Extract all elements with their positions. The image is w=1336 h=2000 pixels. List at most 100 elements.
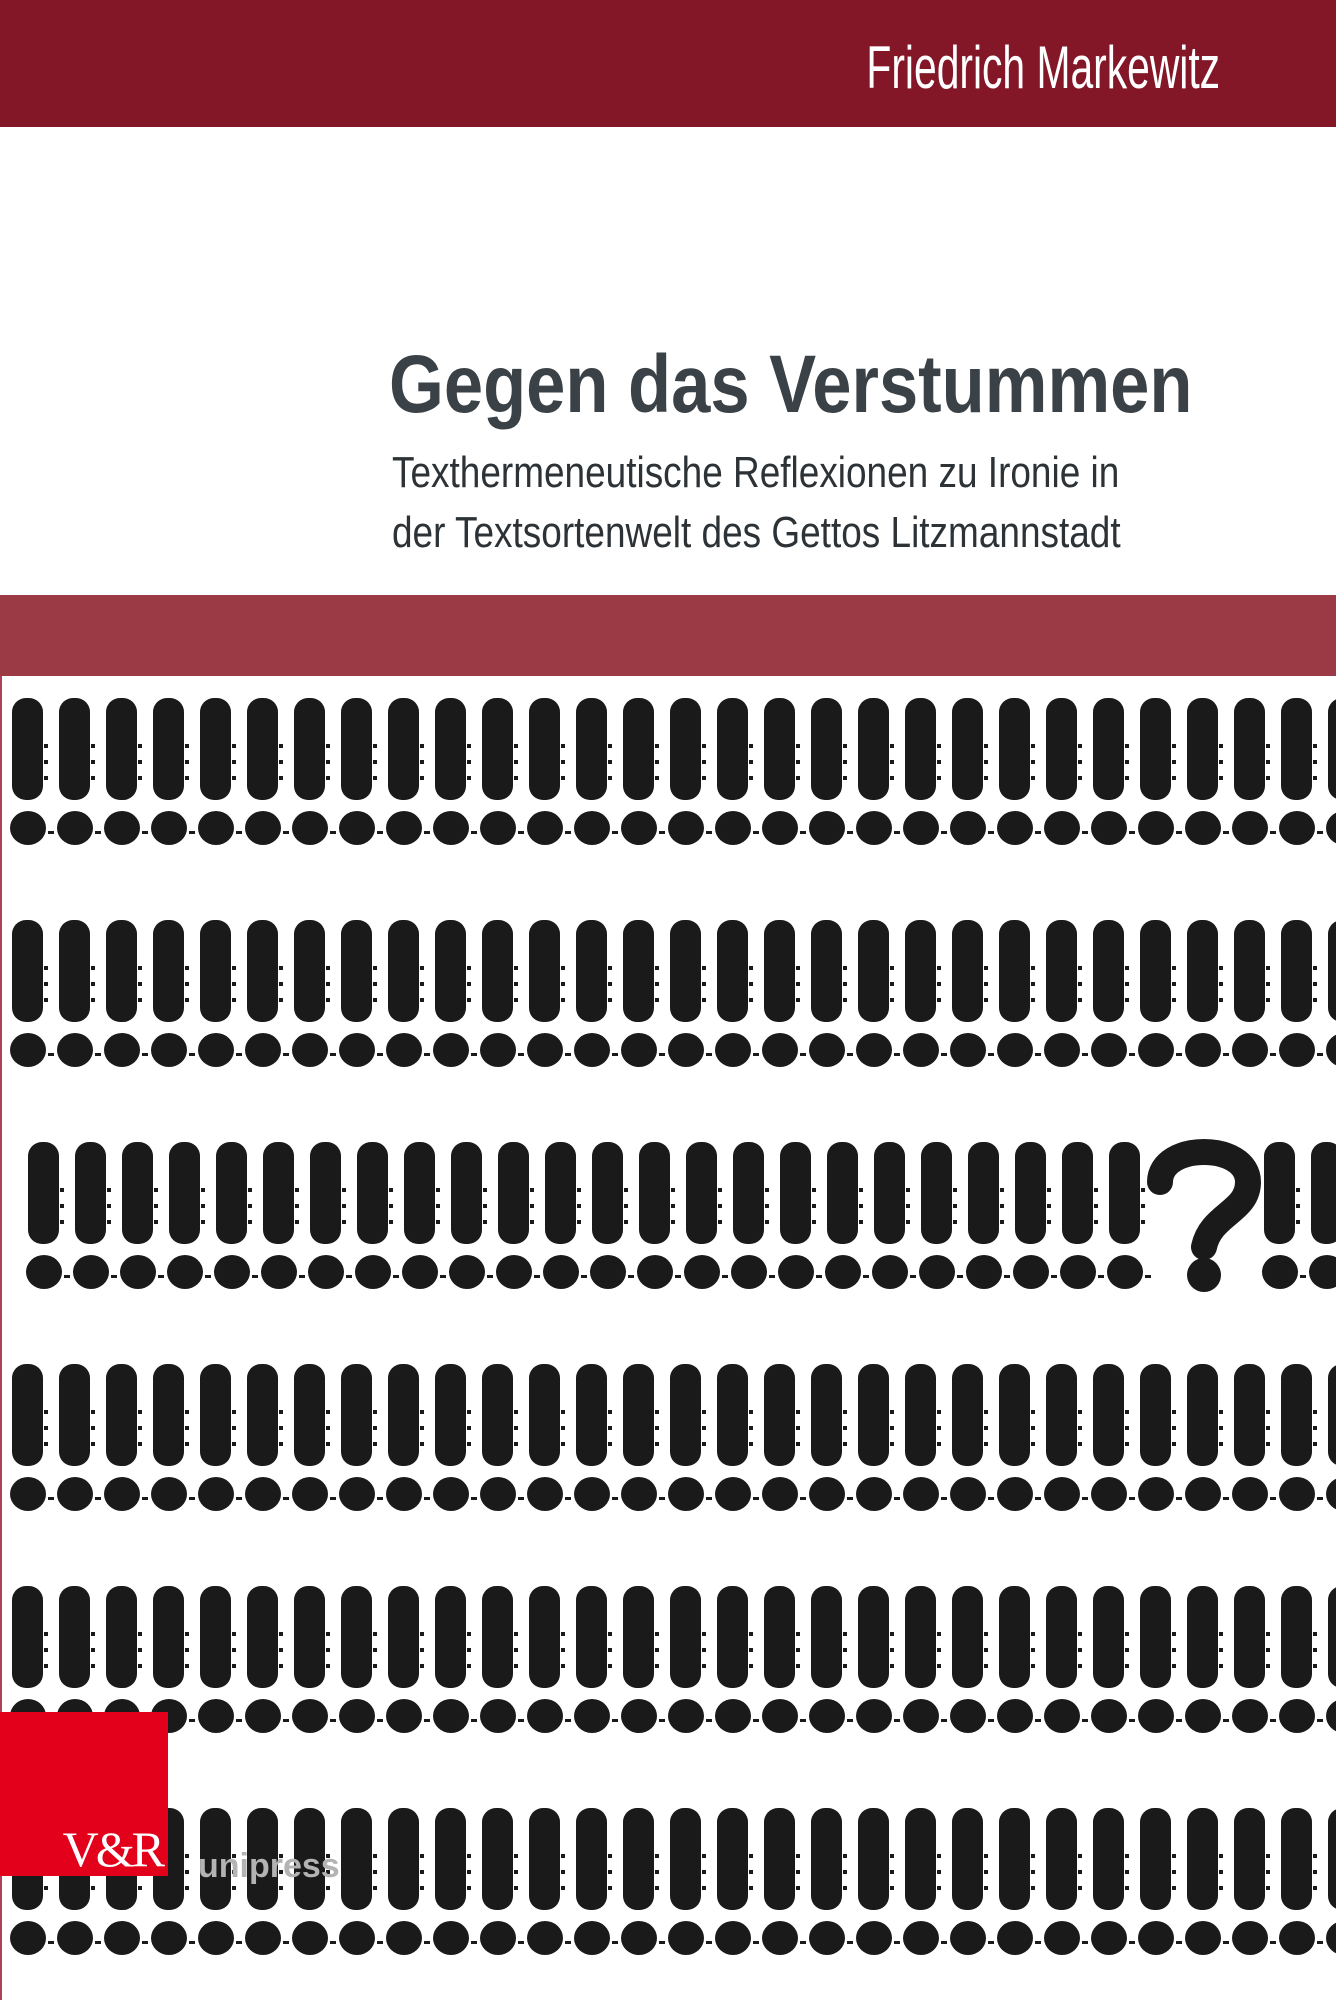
exclamation-mark xyxy=(339,698,383,845)
exclamation-mark xyxy=(1185,920,1229,1067)
exclamation-mark xyxy=(339,920,383,1067)
exclamation-mark xyxy=(1091,1364,1135,1511)
exclamation-mark xyxy=(1044,698,1088,845)
exclamation-mark xyxy=(966,1142,1010,1289)
exclamation-mark xyxy=(1138,1586,1182,1733)
exclamation-mark xyxy=(1138,920,1182,1067)
exclamation-mark xyxy=(57,698,101,845)
exclamation-mark xyxy=(1279,920,1323,1067)
exclamation-mark xyxy=(997,920,1041,1067)
exclamation-mark xyxy=(355,1142,399,1289)
exclamation-mark xyxy=(339,1586,383,1733)
exclamation-mark xyxy=(151,920,195,1067)
exclamation-mark xyxy=(292,920,336,1067)
exclamation-mark xyxy=(809,698,853,845)
exclamation-mark xyxy=(574,1364,618,1511)
exclamation-mark xyxy=(57,1364,101,1511)
exclamation-mark xyxy=(762,920,806,1067)
exclamation-mark xyxy=(1091,1586,1135,1733)
exclamation-mark xyxy=(386,1586,430,1733)
exclamation-mark xyxy=(386,698,430,845)
exclamation-mark xyxy=(1326,1365,1336,1510)
exclamation-mark xyxy=(809,1586,853,1733)
exclamation-mark xyxy=(1091,1808,1135,1955)
exclamation-mark xyxy=(198,1364,242,1511)
exclamation-mark xyxy=(245,920,289,1067)
exclamation-mark xyxy=(198,1586,242,1733)
exclamation-mark xyxy=(574,1808,618,1955)
exclamation-mark xyxy=(762,698,806,845)
exclamation-mark xyxy=(809,920,853,1067)
exclamation-mark xyxy=(950,1364,994,1511)
exclamation-mark xyxy=(809,1364,853,1511)
exclamation-mark xyxy=(1232,1586,1276,1733)
exclamation-mark xyxy=(919,1142,963,1289)
exclamation-mark xyxy=(574,1586,618,1733)
exclamation-mark xyxy=(1326,921,1336,1066)
exclamation-mark xyxy=(151,1586,195,1733)
exclamation-mark xyxy=(997,1364,1041,1511)
exclamation-mark xyxy=(10,1364,54,1511)
pattern-row xyxy=(10,920,1336,1067)
exclamation-mark xyxy=(198,920,242,1067)
exclamation-mark xyxy=(214,1142,258,1289)
exclamation-mark xyxy=(1044,920,1088,1067)
exclamation-mark xyxy=(245,698,289,845)
exclamation-mark xyxy=(715,1808,759,1955)
exclamation-mark xyxy=(57,1586,101,1733)
exclamation-mark xyxy=(1107,1142,1151,1289)
publisher-logo-mark: V&R xyxy=(62,1821,165,1877)
exclamation-mark xyxy=(1044,1364,1088,1511)
exclamation-mark xyxy=(292,1586,336,1733)
exclamation-mark xyxy=(856,1808,900,1955)
exclamation-mark xyxy=(198,1808,242,1955)
exclamation-mark xyxy=(621,698,665,845)
exclamation-mark xyxy=(433,1586,477,1733)
exclamation-mark xyxy=(621,1586,665,1733)
exclamation-mark xyxy=(120,1142,164,1289)
pattern-row xyxy=(10,1808,1336,1955)
exclamation-mark xyxy=(668,1808,712,1955)
pattern-row xyxy=(10,698,1336,845)
exclamation-mark xyxy=(245,1808,289,1955)
exclamation-mark xyxy=(668,1364,712,1511)
exclamation-mark xyxy=(104,1364,148,1511)
left-edge-line xyxy=(0,676,2,2000)
exclamation-mark xyxy=(1279,1364,1323,1511)
exclamation-mark xyxy=(637,1142,681,1289)
exclamation-mark xyxy=(151,1364,195,1511)
exclamation-mark xyxy=(1232,698,1276,845)
exclamation-mark xyxy=(903,698,947,845)
exclamation-mark xyxy=(527,698,571,845)
exclamation-mark xyxy=(292,1364,336,1511)
exclamation-mark xyxy=(104,1586,148,1733)
exclamation-mark xyxy=(668,698,712,845)
exclamation-mark xyxy=(73,1142,117,1289)
punctuation-pattern xyxy=(10,698,1336,1955)
exclamation-mark xyxy=(997,698,1041,845)
exclamation-mark xyxy=(684,1142,728,1289)
pattern-row xyxy=(10,1364,1336,1511)
exclamation-mark xyxy=(1138,1364,1182,1511)
exclamation-mark xyxy=(950,1586,994,1733)
exclamation-mark xyxy=(261,1142,305,1289)
exclamation-mark xyxy=(198,698,242,845)
exclamation-mark xyxy=(668,920,712,1067)
exclamation-mark xyxy=(292,698,336,845)
exclamation-mark xyxy=(1326,1587,1336,1732)
exclamation-mark xyxy=(151,698,195,845)
exclamation-mark xyxy=(997,1808,1041,1955)
exclamation-mark xyxy=(1326,1809,1336,1954)
exclamation-mark xyxy=(433,1364,477,1511)
exclamation-mark xyxy=(1185,1586,1229,1733)
exclamation-mark xyxy=(1326,699,1336,844)
exclamation-mark xyxy=(480,1586,524,1733)
exclamation-mark xyxy=(1279,1808,1323,1955)
publisher-logo: V&R xyxy=(0,1712,168,1876)
pattern-row xyxy=(26,1139,1336,1292)
exclamation-mark xyxy=(527,1808,571,1955)
author-name: Friedrich Markewitz xyxy=(866,34,1220,101)
exclamation-mark xyxy=(1279,1586,1323,1733)
exclamation-mark xyxy=(762,1364,806,1511)
exclamation-mark xyxy=(715,698,759,845)
